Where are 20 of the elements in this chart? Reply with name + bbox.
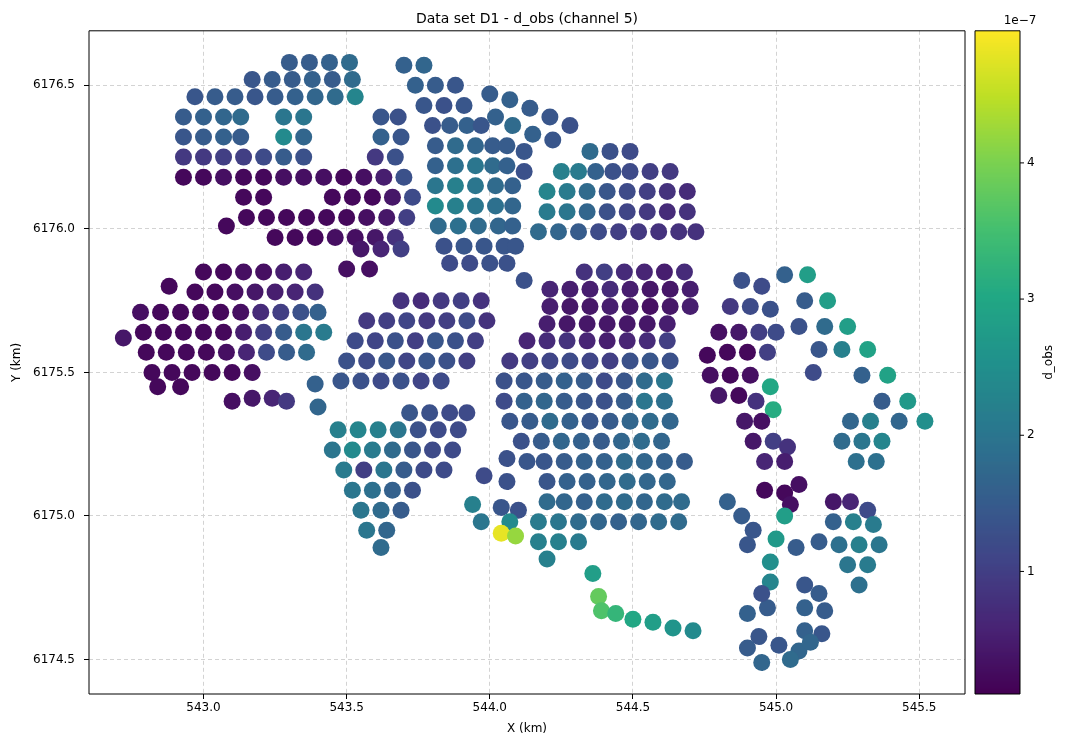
y-tick-label: 6176.0	[33, 221, 75, 236]
color-bar-title: d_obs	[1041, 344, 1056, 380]
x-tick-label: 543.0	[186, 700, 221, 715]
y-tick-label: 6176.5	[33, 77, 75, 92]
x-tick-label: 545.5	[902, 700, 937, 715]
y-axis-title: Y (km)	[9, 342, 24, 383]
x-tick-label: 544.5	[615, 700, 651, 715]
x-tick-label: 544.0	[472, 700, 507, 715]
color-bar-label: 4	[1027, 155, 1035, 170]
x-tick-label: 545.0	[758, 700, 794, 715]
x-axis-title: X (km)	[506, 720, 548, 735]
color-bar-label: 3	[1027, 291, 1035, 306]
y-tick-label: 6174.5	[33, 651, 75, 666]
color-bar-label: 2	[1027, 427, 1035, 442]
chart-title: Data set D1 - d_obs (channel 5)	[415, 10, 639, 27]
y-tick-label: 6175.0	[33, 508, 75, 523]
y-tick-label: 6175.5	[33, 364, 75, 379]
x-tick-label: 543.5	[329, 700, 364, 715]
color-bar-label: 1	[1027, 563, 1035, 578]
text: 1e−7	[1003, 12, 1037, 27]
